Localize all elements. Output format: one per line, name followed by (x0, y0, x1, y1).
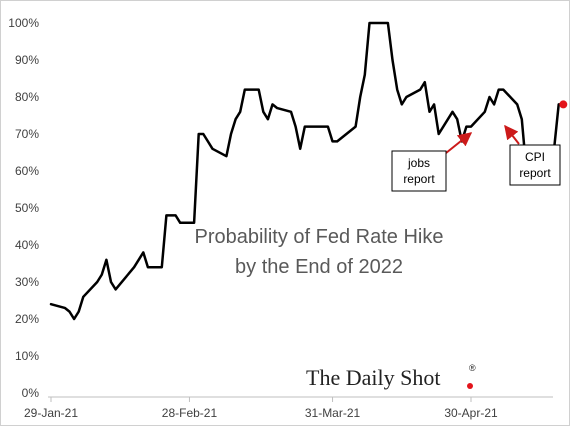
y-tick-label: 40% (15, 238, 39, 252)
y-tick-label: 90% (15, 53, 39, 67)
jobs-report-label-line2: report (403, 172, 435, 186)
jobs-report-label-line1: jobs (407, 156, 430, 170)
highlight-point (559, 100, 568, 109)
y-tick-label: 50% (15, 201, 39, 215)
x-tick-label: 28-Feb-21 (162, 406, 218, 420)
watermark-registered-mark: ® (469, 363, 476, 373)
jobs-report-arrow (445, 132, 473, 154)
y-tick-label: 30% (15, 275, 39, 289)
cpi-report-box (509, 144, 561, 186)
y-tick-label: 0% (22, 386, 40, 400)
y-tick-label: 20% (15, 312, 39, 326)
x-tick-label: 30-Apr-21 (444, 406, 498, 420)
y-tick-label: 80% (15, 90, 39, 104)
y-tick-label: 70% (15, 127, 39, 141)
y-tick-label: 10% (15, 349, 39, 363)
chart-title: Probability of Fed Rate Hike (194, 226, 443, 248)
x-tick-label: 29-Jan-21 (24, 406, 78, 420)
cpi-report-arrow (504, 124, 520, 145)
y-tick-label: 100% (8, 16, 39, 30)
daily-shot-watermark: The Daily Shot ® (306, 363, 476, 390)
chart-subtitle: by the End of 2022 (235, 256, 403, 278)
cpi-report-label-line1: CPI (525, 150, 545, 164)
x-axis: 29-Jan-21 28-Feb-21 31-Mar-21 30-Apr-21 (24, 396, 553, 420)
cpi-report-label-line2: report (519, 166, 551, 180)
y-tick-label: 60% (15, 164, 39, 178)
watermark-text: The Daily Shot (306, 365, 440, 390)
series-line-1 (49, 21, 528, 321)
jobs-report-box (391, 150, 447, 192)
y-axis: 0% 10% 20% 30% 40% 50% 60% 70% 80% 90% 100% (8, 16, 39, 400)
x-tick-label: 31-Mar-21 (305, 406, 361, 420)
annotations: jobs report CPI report (391, 124, 561, 192)
watermark-dot (467, 383, 473, 389)
